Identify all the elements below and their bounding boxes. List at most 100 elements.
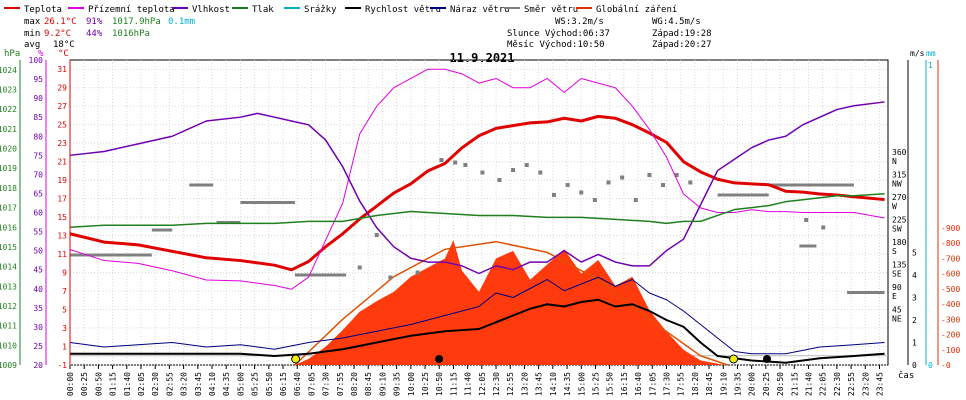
tick-label: 1017	[0, 204, 17, 213]
x-tick-label: 18:20	[691, 372, 700, 396]
x-tick-label: 00:50	[94, 372, 103, 396]
series-line	[70, 298, 885, 364]
tick-label: 45	[892, 306, 902, 315]
tick-label: 1010	[0, 341, 17, 350]
x-tick-label: 20:00	[748, 372, 757, 396]
x-tick-label: 23:20	[861, 372, 870, 396]
tick-label: W	[892, 202, 897, 211]
legend-label: Rychlost větru	[365, 5, 441, 15]
legend-label: Směr větru	[524, 5, 578, 15]
legend-item: Srážky	[284, 5, 337, 15]
tick-label: 4	[912, 271, 917, 280]
axes: hPa% °C1024102310221021102010191018101710…	[0, 49, 960, 396]
x-tick-label: 16:40	[634, 372, 643, 396]
x-tick-label: 22:05	[819, 372, 828, 396]
tick-label: -100	[941, 346, 960, 355]
wind-direction-point	[497, 178, 502, 182]
series-line	[69, 114, 885, 272]
x-tick-label: 12:55	[506, 372, 515, 396]
x-tick-label: 09:10	[378, 372, 387, 396]
x-tick-label: 13:45	[535, 372, 544, 396]
x-tick-label: 09:35	[393, 372, 402, 396]
x-tick-label: 03:20	[180, 372, 189, 396]
x-tick-label: 23:45	[875, 372, 884, 396]
tick-label: 95	[33, 75, 43, 84]
tick-label: 90	[892, 283, 902, 292]
legend-label: Vlhkost	[192, 5, 230, 15]
legend-item: Tlak	[232, 5, 274, 15]
tick-label: N	[892, 157, 897, 166]
legend-label: Teplota	[24, 5, 62, 15]
tick-label: 80	[33, 132, 43, 141]
legend-item: Teplota	[4, 5, 62, 15]
tick-label: 1	[62, 343, 67, 352]
x-tick-label: 20:25	[762, 372, 771, 396]
tick-label: 21	[57, 158, 67, 167]
x-tick-label: 14:10	[549, 372, 558, 396]
tick-label: 23	[57, 139, 67, 148]
tick-label: SE	[892, 270, 902, 279]
x-tick-label: 05:50	[265, 372, 274, 396]
series-globalni-zareni	[294, 240, 725, 365]
stats-avg-temp: 18°C	[53, 40, 75, 50]
series-clear-sky	[294, 240, 729, 366]
wind-direction-point	[415, 270, 420, 275]
tick-label: 7	[62, 287, 67, 296]
axis-title-pressure: hPa	[4, 49, 20, 59]
tick-label: E	[892, 292, 897, 301]
x-tick-label: 19:10	[719, 372, 728, 396]
x-tick-label: 12:30	[492, 372, 501, 396]
x-axis-label: čas	[898, 370, 914, 381]
x-tick-label: 02:55	[165, 372, 174, 396]
x-tick-label: 01:15	[109, 372, 118, 396]
stats-avg-label: avg	[24, 40, 40, 50]
tick-label: 1009	[0, 361, 17, 370]
tick-label: 15	[57, 213, 67, 222]
x-tick-label: 19:35	[733, 372, 742, 396]
wind-direction-point	[661, 183, 666, 187]
wind-direction-point	[439, 158, 444, 162]
tick-label: 17	[57, 195, 67, 204]
wind-direction-point	[551, 193, 556, 197]
plot-area	[69, 59, 889, 366]
series-line	[69, 276, 885, 355]
x-tick-label: 21:15	[790, 372, 799, 396]
tick-label: 180	[892, 238, 907, 247]
tick-label: 2	[912, 316, 917, 325]
legend: Teplota Přízemní teplota Vlhkost Tlak Srážky…	[4, 5, 677, 15]
wind-direction-point	[480, 170, 485, 175]
axis-title-wind: m/s	[910, 49, 925, 58]
x-tick-label: 14:35	[563, 372, 572, 396]
x-tick-label: 22:30	[833, 372, 842, 396]
x-tick-label: 06:15	[279, 372, 288, 396]
wind-direction-point	[620, 175, 625, 180]
sun-marker	[291, 354, 301, 364]
tick-label: 1	[928, 61, 933, 70]
tick-label: -500	[941, 285, 960, 294]
info-moonset: Západ:20:27	[652, 40, 712, 50]
x-tick-label: 00:00	[66, 372, 75, 396]
tick-label: -800	[941, 239, 960, 248]
x-tick-label: 06:40	[293, 372, 302, 396]
x-tick-label: 20:50	[776, 372, 785, 396]
x-tick-label: 03:45	[194, 372, 203, 396]
tick-label: 5	[62, 306, 67, 315]
wind-direction-point	[633, 198, 638, 202]
x-tick-label: 04:35	[222, 372, 231, 396]
legend-label: Náraz větru	[450, 5, 510, 15]
x-tick-label: 10:25	[421, 372, 430, 396]
x-tick-label: 13:20	[520, 372, 529, 396]
x-tick-label: 11:15	[449, 372, 458, 396]
wind-direction-point	[565, 183, 570, 187]
x-tick-label: 02:05	[137, 372, 146, 396]
wind-direction-point	[388, 275, 393, 280]
x-tick-label: 16:15	[620, 372, 629, 396]
tick-label: 1014	[0, 263, 17, 272]
wind-direction-point	[524, 163, 529, 167]
x-tick-label: 07:05	[307, 372, 316, 396]
x-tick-label: 04:10	[208, 372, 217, 396]
tick-label: 1022	[0, 105, 17, 114]
axis-title-temperature: °C	[58, 49, 69, 59]
stats-min-label: min	[24, 29, 40, 39]
wind-direction-point	[821, 225, 826, 230]
